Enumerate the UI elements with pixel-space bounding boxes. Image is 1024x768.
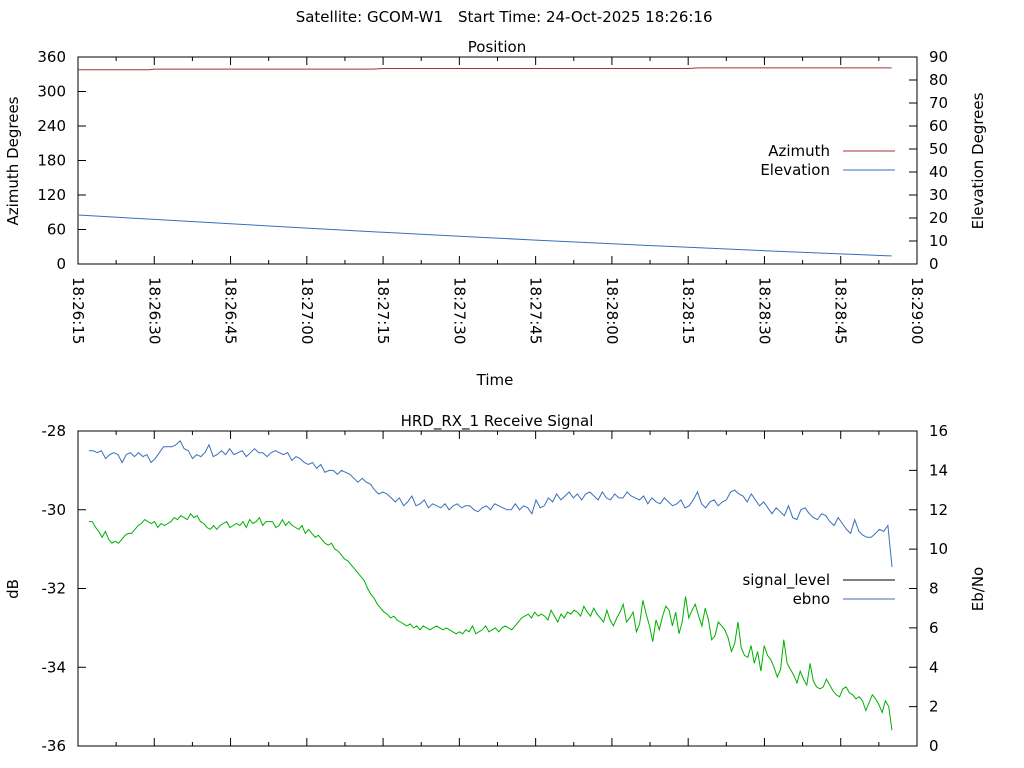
legend-ebno-label: ebno (793, 590, 830, 608)
position-title: Position (468, 38, 526, 56)
signal-y2-tick-label: 12 (929, 501, 948, 519)
position-x-tick-label: 18:28:45 (832, 277, 850, 344)
position-series-azimuth (78, 68, 892, 70)
signal-y2-tick-label: 16 (929, 422, 948, 440)
signal-y-tick-label: -34 (42, 658, 67, 676)
signal-y2-tick-label: 2 (929, 698, 939, 716)
position-x-tick-label: 18:26:15 (69, 277, 87, 344)
position-y2-tick-label: 30 (929, 186, 948, 204)
position-x-label: Time (476, 371, 514, 389)
legend-elevation-label: Elevation (760, 161, 830, 179)
position-y2-tick-label: 60 (929, 117, 948, 135)
position-y-tick-label: 300 (37, 83, 66, 101)
position-chart: Position 0 60 120 180 240 300 360 0 10 20 30 40 50 60… (4, 38, 987, 389)
position-x-tick-label: 18:29:00 (908, 277, 926, 344)
position-legend: Azimuth Elevation (760, 142, 895, 179)
signal-y2-tick-label: 6 (929, 619, 939, 637)
position-x-tick-label: 18:28:15 (679, 277, 697, 344)
position-y-label: Azimuth Degrees (4, 96, 22, 225)
position-x-tick-label: 18:27:45 (527, 277, 545, 344)
position-x-tick-label: 18:27:00 (298, 277, 316, 344)
signal-y2-label: Eb/No (969, 567, 987, 611)
signal-y2-tick-label: 14 (929, 461, 948, 479)
position-y-tick-label: 180 (37, 152, 66, 170)
position-y2-tick-label: 10 (929, 232, 948, 250)
start-time-label: Start Time: 24-Oct-2025 18:26:16 (458, 8, 713, 26)
signal-legend: signal_level ebno (742, 571, 895, 608)
position-x-tick-label: 18:28:00 (603, 277, 621, 344)
position-x-tick-label: 18:27:30 (450, 277, 468, 344)
position-y2-tick-label: 90 (929, 48, 948, 66)
signal-y2-tick-label: 4 (929, 658, 939, 676)
signal-y2-tick-label: 0 (929, 737, 939, 755)
position-y2-tick-label: 70 (929, 94, 948, 112)
position-x-tick-label: 18:28:30 (755, 277, 773, 344)
signal-y-tick-label: -28 (42, 422, 67, 440)
position-y2-tick-label: 20 (929, 209, 948, 227)
position-y2-tick-label: 40 (929, 163, 948, 181)
position-y-tick-label: 0 (56, 255, 66, 273)
signal-y2-tick-label: 8 (929, 580, 939, 598)
position-x-tick-label: 18:26:45 (222, 277, 240, 344)
position-x-tick-label: 18:26:30 (145, 277, 163, 344)
signal-title: HRD_RX_1 Receive Signal (401, 412, 594, 431)
position-y2-tick-label: 80 (929, 71, 948, 89)
position-y-tick-label: 60 (47, 221, 66, 239)
position-y-tick-label: 120 (37, 186, 66, 204)
legend-azimuth-label: Azimuth (768, 142, 830, 160)
position-series-elevation (78, 215, 892, 256)
signal-y-label: dB (4, 579, 22, 599)
position-y-tick-label: 360 (37, 48, 66, 66)
position-y2-tick-label: 50 (929, 140, 948, 158)
legend-signal-level-label: signal_level (742, 571, 830, 590)
signal-y-tick-label: -36 (42, 737, 67, 755)
signal-series-ebno-green (89, 514, 892, 731)
signal-y-tick-label: -32 (42, 580, 67, 598)
position-y2-label: Elevation Degrees (969, 92, 987, 229)
position-x-tick-label: 18:27:15 (374, 277, 392, 344)
signal-chart: HRD_RX_1 Receive Signal -36 -34 -32 -30 -28 0… (4, 412, 987, 755)
position-y2-tick-label: 0 (929, 255, 939, 273)
position-y-tick-label: 240 (37, 117, 66, 135)
satellite-label: Satellite: GCOM-W1 (296, 8, 443, 26)
signal-series-ebno (89, 441, 892, 567)
signal-y2-tick-label: 10 (929, 540, 948, 558)
signal-y-tick-label: -30 (42, 501, 67, 519)
